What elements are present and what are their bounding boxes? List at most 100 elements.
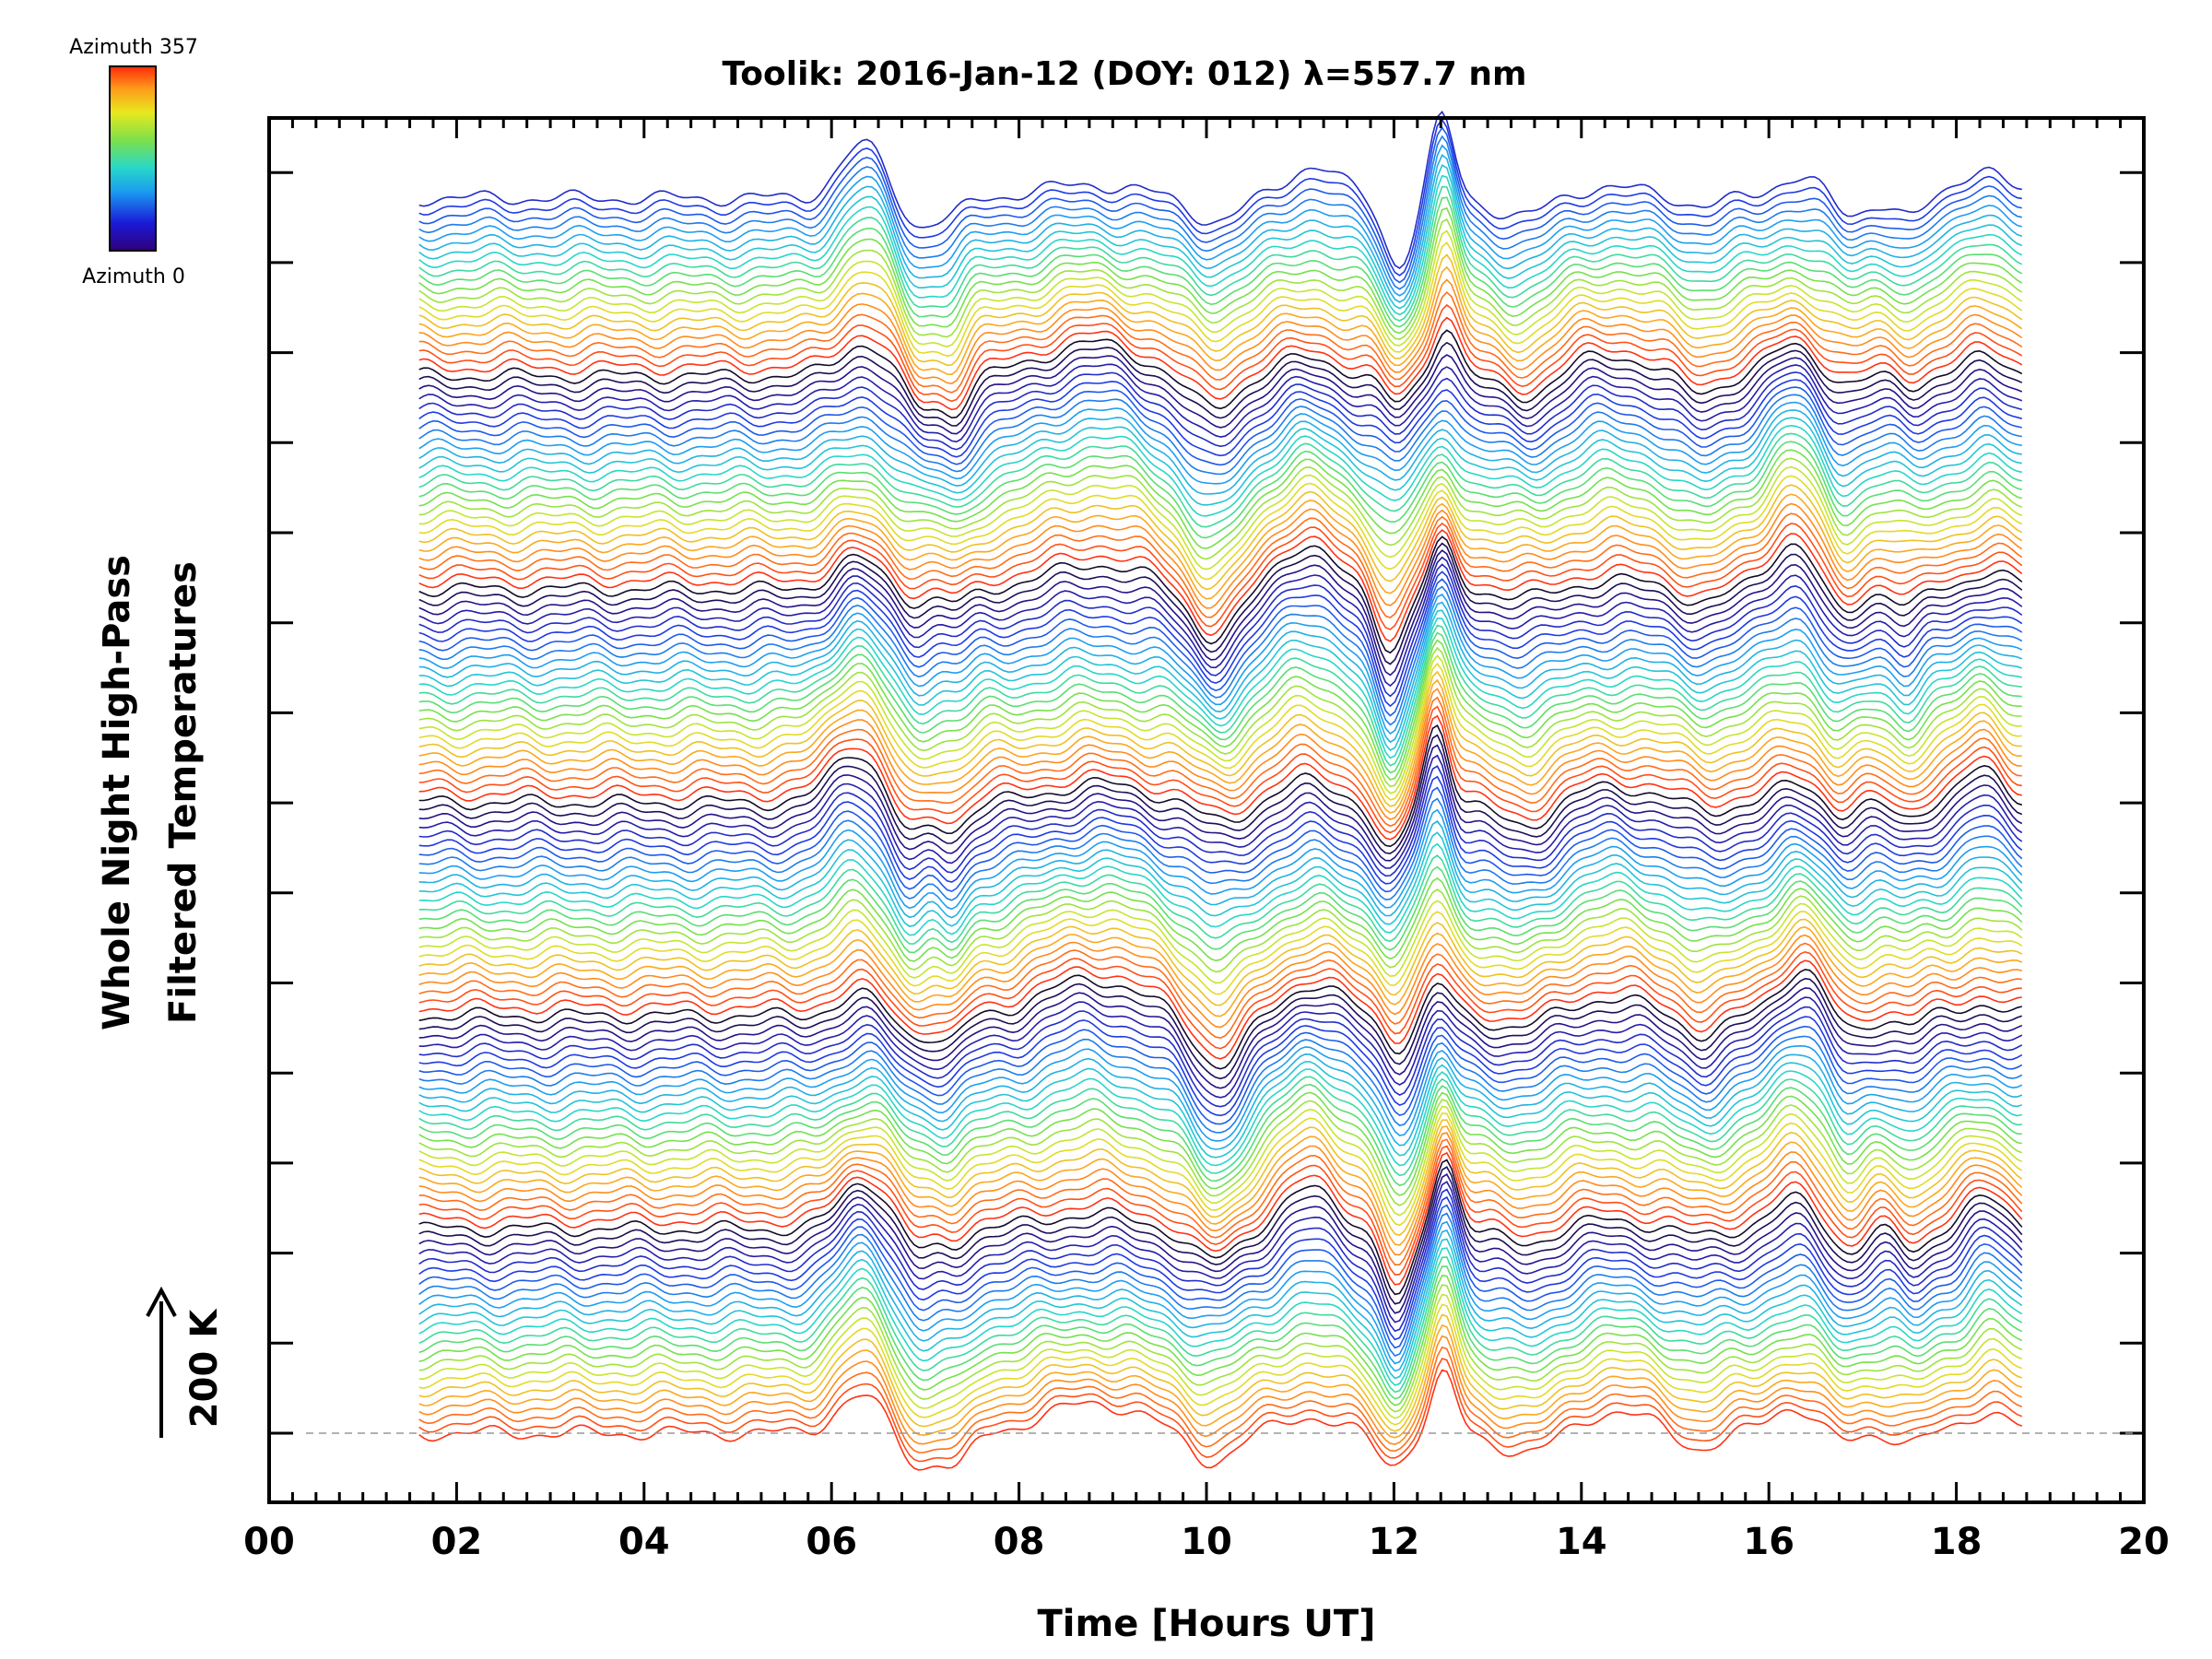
azimuth-trace — [418, 441, 2023, 539]
x-tick-label: 04 — [618, 1521, 670, 1563]
azimuth-trace — [418, 1369, 2023, 1471]
azimuth-trace — [418, 409, 2022, 495]
x-tick-label: 16 — [1743, 1521, 1794, 1563]
azimuth-trace — [418, 449, 2023, 549]
azimuth-trace — [418, 1324, 2023, 1439]
azimuth-trace — [418, 1119, 2023, 1236]
azimuth-trace — [418, 529, 2023, 642]
azimuth-trace — [418, 542, 2023, 665]
azimuth-trace — [418, 563, 2023, 698]
azimuth-trace — [418, 734, 2023, 854]
azimuth-trace — [418, 765, 2023, 877]
azimuth-trace — [418, 670, 2022, 807]
azimuth-trace — [418, 512, 2023, 619]
azimuth-trace — [418, 624, 2022, 767]
azimuth-trace — [418, 646, 2022, 788]
y-axis-label-line1: Whole Night High-Pass — [96, 555, 138, 1030]
azimuth-trace — [418, 1166, 2023, 1305]
azimuth-trace — [418, 996, 2023, 1099]
x-tick-label: 10 — [1181, 1521, 1232, 1563]
azimuth-trace — [418, 1335, 2023, 1445]
chart-title: Toolik: 2016-Jan-12 (DOY: 012) λ=557.7 n… — [723, 55, 1527, 93]
azimuth-trace — [418, 363, 2023, 443]
x-tick-label: 00 — [243, 1521, 295, 1563]
azimuth-trace — [418, 585, 2023, 726]
azimuth-trace — [418, 617, 2022, 759]
azimuth-trace — [418, 934, 2022, 1029]
azimuth-trace — [418, 329, 2023, 419]
azimuth-trace — [418, 241, 2023, 358]
azimuth-trace — [418, 111, 2022, 269]
x-tick-label: 18 — [1931, 1521, 1983, 1563]
azimuth-trace — [418, 1229, 2023, 1372]
azimuth-trace — [418, 1099, 2023, 1206]
azimuth-trace — [418, 1346, 2023, 1453]
azimuth-trace — [418, 1275, 2023, 1406]
azimuth-trace — [418, 185, 2023, 322]
azimuth-trace — [418, 1145, 2023, 1276]
azimuth-trace — [418, 593, 2023, 735]
azimuth-trace — [418, 819, 2023, 919]
azimuth-trace — [418, 969, 2022, 1070]
azimuth-trace — [418, 174, 2023, 316]
azimuth-trace — [418, 1212, 2023, 1357]
azimuth-trace — [418, 571, 2023, 708]
azimuth-trace — [418, 535, 2023, 654]
azimuth-trace — [418, 705, 2022, 834]
azimuth-trace — [418, 865, 2023, 954]
azimuth-trace — [418, 786, 2023, 893]
azimuth-trace — [418, 1025, 2023, 1125]
azimuth-trace — [418, 379, 2023, 458]
azimuth-trace — [418, 1195, 2023, 1341]
azimuth-trace — [418, 1220, 2023, 1365]
azimuth-trace — [418, 316, 2023, 411]
azimuth-trace — [418, 1053, 2023, 1150]
azimuth-trace — [418, 493, 2023, 600]
azimuth-trace — [418, 1076, 2022, 1177]
azimuth-trace — [418, 164, 2023, 310]
trace-group — [418, 111, 2023, 1471]
colorbar-gradient — [109, 65, 157, 252]
y-axis-label: Whole Night High-Pass Filtered Temperatu… — [96, 555, 205, 1030]
x-tick-label: 02 — [431, 1521, 483, 1563]
azimuth-trace — [418, 654, 2022, 794]
azimuth-trace — [418, 1006, 2023, 1108]
azimuth-trace — [418, 1138, 2023, 1265]
azimuth-trace — [418, 987, 2023, 1089]
azimuth-trace — [418, 424, 2022, 517]
azimuth-trace — [418, 831, 2023, 927]
azimuth-trace — [418, 502, 2023, 609]
azimuth-trace — [418, 278, 2023, 385]
azimuth-trace — [418, 1247, 2023, 1386]
x-axis: 00 02 04 06 08 10 12 14 16 18 20 — [243, 1521, 2170, 1563]
azimuth-trace — [418, 1132, 2023, 1256]
azimuth-trace — [418, 265, 2023, 376]
azimuth-trace — [418, 714, 2022, 841]
scale-bar: 200 K — [146, 1286, 226, 1438]
azimuth-trace — [418, 877, 2023, 962]
azimuth-trace — [418, 1061, 2023, 1159]
azimuth-trace — [418, 724, 2023, 848]
scale-bar-arrowhead — [146, 1286, 177, 1317]
azimuth-trace — [418, 1172, 2023, 1314]
azimuth-trace — [418, 1181, 2023, 1324]
azimuth-trace — [418, 1159, 2023, 1296]
azimuth-trace — [418, 1284, 2023, 1413]
azimuth-trace — [418, 1303, 2023, 1426]
azimuth-trace — [418, 556, 2023, 688]
azimuth-trace — [418, 601, 2023, 744]
azimuth-trace — [418, 253, 2023, 367]
azimuth-trace — [418, 662, 2022, 801]
azimuth-trace — [418, 1313, 2023, 1432]
azimuth-trace — [418, 1151, 2023, 1286]
azimuth-trace — [418, 609, 2023, 752]
azimuth-trace — [418, 631, 2022, 774]
azimuth-trace — [418, 1293, 2023, 1419]
azimuth-trace — [418, 126, 2022, 284]
azimuth-trace — [418, 977, 2023, 1080]
azimuth-trace — [418, 1091, 2022, 1196]
azimuth-trace — [418, 808, 2023, 911]
azimuth-trace — [418, 522, 2023, 630]
azimuth-trace — [418, 135, 2022, 290]
